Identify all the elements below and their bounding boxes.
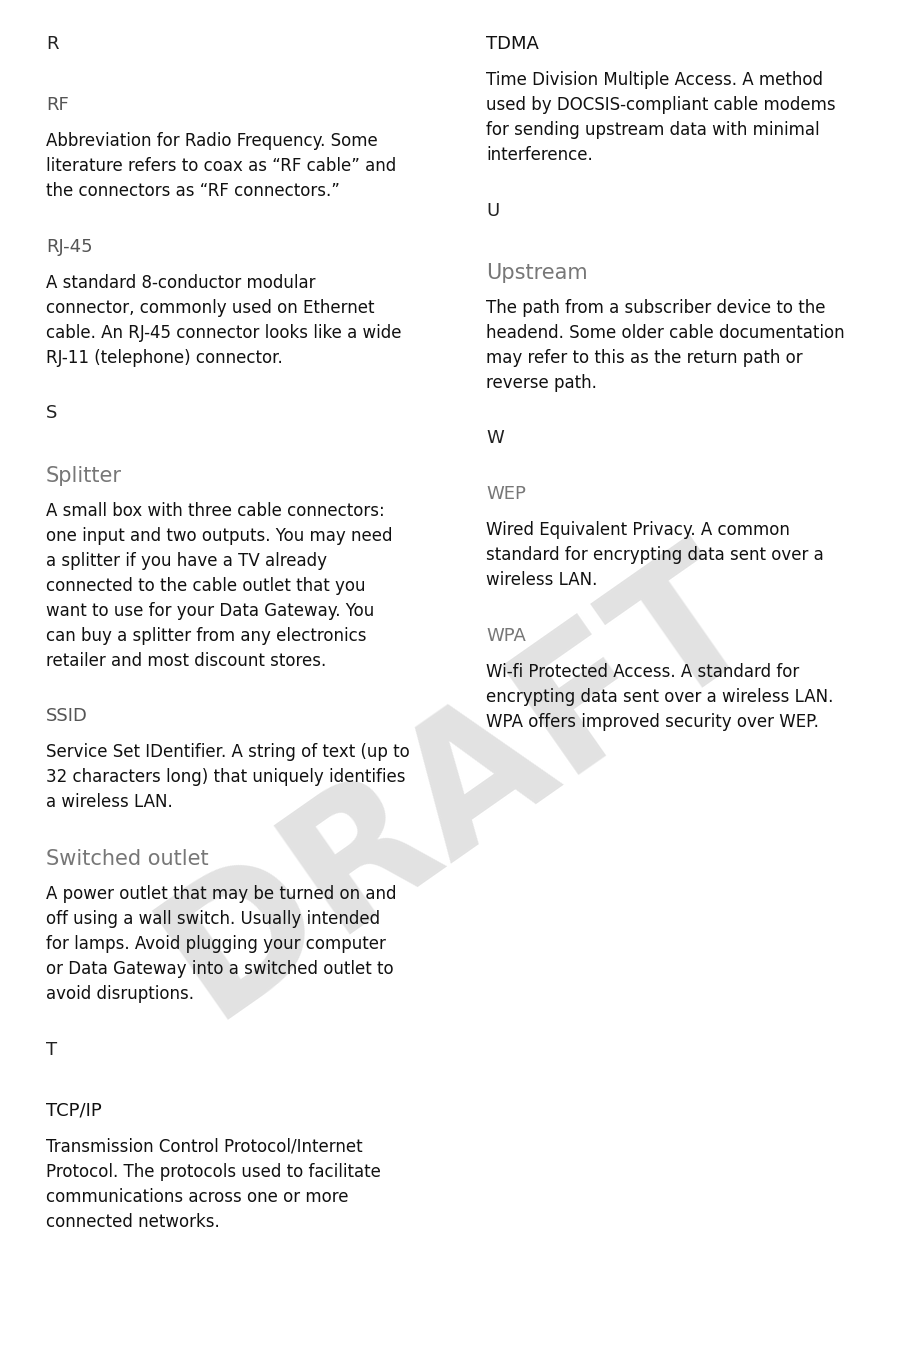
Text: a wireless LAN.: a wireless LAN. bbox=[46, 793, 172, 812]
Text: S: S bbox=[46, 405, 57, 422]
Text: RF: RF bbox=[46, 96, 69, 114]
Text: avoid disruptions.: avoid disruptions. bbox=[46, 985, 193, 1003]
Text: SSID: SSID bbox=[46, 708, 88, 725]
Text: Wired Equivalent Privacy. A common: Wired Equivalent Privacy. A common bbox=[486, 521, 790, 538]
Text: can buy a splitter from any electronics: can buy a splitter from any electronics bbox=[46, 626, 367, 644]
Text: R: R bbox=[46, 35, 59, 53]
Text: W: W bbox=[486, 429, 503, 448]
Text: one input and two outputs. You may need: one input and two outputs. You may need bbox=[46, 526, 392, 545]
Text: U: U bbox=[486, 202, 499, 219]
Text: TCP/IP: TCP/IP bbox=[46, 1101, 102, 1120]
Text: interference.: interference. bbox=[486, 146, 592, 164]
Text: off using a wall switch. Usually intended: off using a wall switch. Usually intende… bbox=[46, 911, 380, 928]
Text: the connectors as “RF connectors.”: the connectors as “RF connectors.” bbox=[46, 183, 339, 200]
Text: Transmission Control Protocol/Internet: Transmission Control Protocol/Internet bbox=[46, 1138, 362, 1155]
Text: 32 characters long) that uniquely identifies: 32 characters long) that uniquely identi… bbox=[46, 769, 405, 786]
Text: communications across one or more: communications across one or more bbox=[46, 1188, 348, 1206]
Text: WPA offers improved security over WEP.: WPA offers improved security over WEP. bbox=[486, 713, 819, 731]
Text: A small box with three cable connectors:: A small box with three cable connectors: bbox=[46, 502, 384, 520]
Text: Abbreviation for Radio Frequency. Some: Abbreviation for Radio Frequency. Some bbox=[46, 133, 378, 150]
Text: WPA: WPA bbox=[486, 626, 525, 644]
Text: headend. Some older cable documentation: headend. Some older cable documentation bbox=[486, 323, 845, 342]
Text: A power outlet that may be turned on and: A power outlet that may be turned on and bbox=[46, 885, 396, 902]
Text: Wi-fi Protected Access. A standard for: Wi-fi Protected Access. A standard for bbox=[486, 663, 800, 681]
Text: RJ-45: RJ-45 bbox=[46, 238, 93, 256]
Text: DRAFT: DRAFT bbox=[131, 520, 786, 1050]
Text: connected to the cable outlet that you: connected to the cable outlet that you bbox=[46, 576, 365, 595]
Text: T: T bbox=[46, 1040, 57, 1058]
Text: Upstream: Upstream bbox=[486, 262, 588, 283]
Text: Splitter: Splitter bbox=[46, 465, 122, 486]
Text: WEP: WEP bbox=[486, 484, 525, 503]
Text: Time Division Multiple Access. A method: Time Division Multiple Access. A method bbox=[486, 72, 823, 89]
Text: reverse path.: reverse path. bbox=[486, 373, 597, 392]
Text: retailer and most discount stores.: retailer and most discount stores. bbox=[46, 652, 326, 670]
Text: TDMA: TDMA bbox=[486, 35, 539, 53]
Text: for sending upstream data with minimal: for sending upstream data with minimal bbox=[486, 122, 820, 139]
Text: connector, commonly used on Ethernet: connector, commonly used on Ethernet bbox=[46, 299, 374, 317]
Text: a splitter if you have a TV already: a splitter if you have a TV already bbox=[46, 552, 326, 570]
Text: may refer to this as the return path or: may refer to this as the return path or bbox=[486, 349, 802, 367]
Text: or Data Gateway into a switched outlet to: or Data Gateway into a switched outlet t… bbox=[46, 961, 393, 978]
Text: The path from a subscriber device to the: The path from a subscriber device to the bbox=[486, 299, 825, 317]
Text: for lamps. Avoid plugging your computer: for lamps. Avoid plugging your computer bbox=[46, 935, 386, 953]
Text: Switched outlet: Switched outlet bbox=[46, 848, 208, 869]
Text: want to use for your Data Gateway. You: want to use for your Data Gateway. You bbox=[46, 602, 374, 620]
Text: literature refers to coax as “RF cable” and: literature refers to coax as “RF cable” … bbox=[46, 157, 396, 176]
Text: Service Set IDentifier. A string of text (up to: Service Set IDentifier. A string of text… bbox=[46, 743, 410, 762]
Text: RJ-11 (telephone) connector.: RJ-11 (telephone) connector. bbox=[46, 349, 282, 367]
Text: Protocol. The protocols used to facilitate: Protocol. The protocols used to facilita… bbox=[46, 1162, 381, 1181]
Text: cable. An RJ-45 connector looks like a wide: cable. An RJ-45 connector looks like a w… bbox=[46, 323, 402, 342]
Text: wireless LAN.: wireless LAN. bbox=[486, 571, 597, 589]
Text: used by DOCSIS-compliant cable modems: used by DOCSIS-compliant cable modems bbox=[486, 96, 835, 114]
Text: A standard 8-conductor modular: A standard 8-conductor modular bbox=[46, 273, 315, 292]
Text: standard for encrypting data sent over a: standard for encrypting data sent over a bbox=[486, 547, 823, 564]
Text: connected networks.: connected networks. bbox=[46, 1212, 219, 1231]
Text: encrypting data sent over a wireless LAN.: encrypting data sent over a wireless LAN… bbox=[486, 687, 834, 706]
